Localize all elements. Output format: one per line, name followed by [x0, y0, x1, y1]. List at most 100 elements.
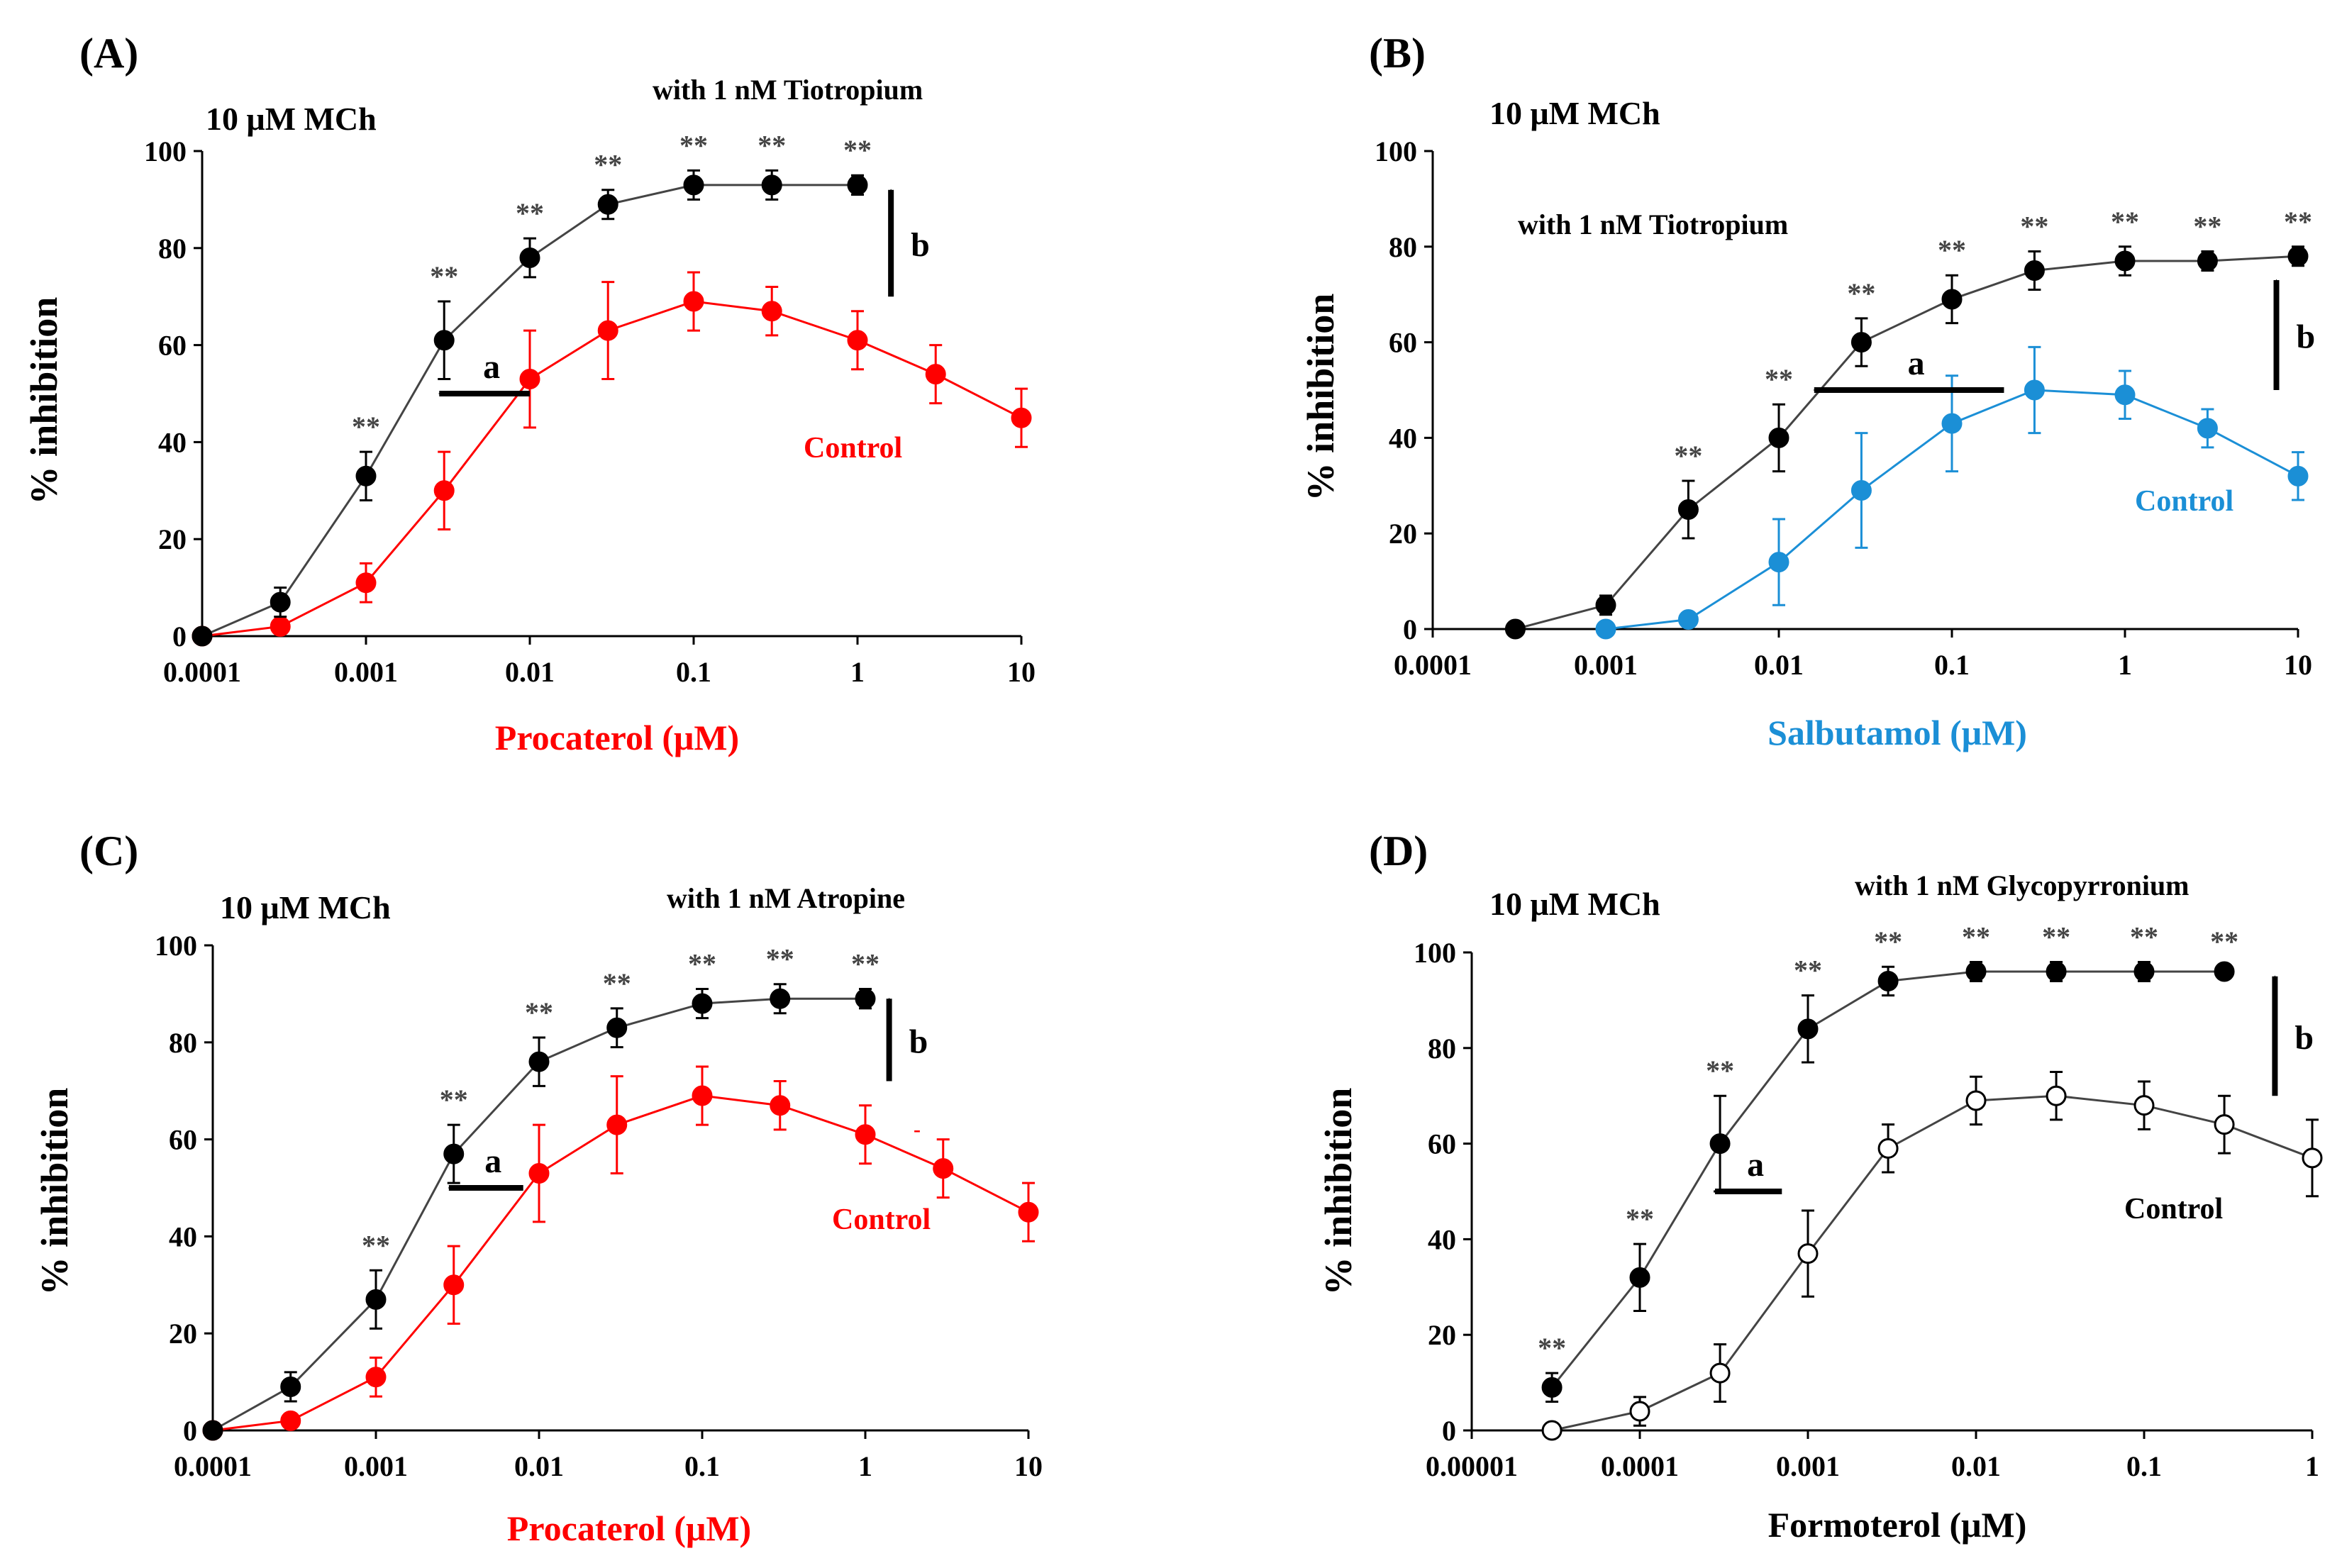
y-tick-label: 60 [1428, 1128, 1456, 1160]
significance-mark: ** [525, 996, 553, 1028]
data-point [2287, 245, 2309, 267]
significance-mark: ** [594, 149, 622, 181]
data-point [433, 480, 455, 501]
data-point [1595, 618, 1616, 640]
x-tick-label: 0.1 [676, 656, 711, 688]
significance-mark: ** [2020, 211, 2048, 243]
x-tick-label: 0.1 [684, 1450, 720, 1482]
y-tick-label: 80 [158, 233, 187, 265]
panel-d-ylabel: % inhibition [1317, 1088, 1360, 1296]
data-point [443, 1274, 465, 1296]
significance-mark: ** [1674, 440, 1702, 472]
x-tick-label: 0.0001 [163, 656, 241, 688]
data-point [355, 465, 377, 486]
data-point [2133, 1095, 2155, 1116]
data-point [2197, 250, 2218, 272]
x-tick-label: 1 [858, 1450, 872, 1482]
data-point [855, 988, 876, 1009]
x-tick-label: 0.001 [1574, 649, 1638, 681]
x-tick-label: 0.01 [514, 1450, 564, 1482]
y-tick-label: 100 [144, 135, 187, 167]
significance-mark: ** [1794, 955, 1822, 986]
significance-mark: ** [362, 1229, 390, 1261]
data-point [1018, 1201, 1039, 1223]
x-tick-label: 0.1 [1934, 649, 1970, 681]
data-point [761, 301, 782, 322]
panel-c-ylabel: % inhibition [33, 1088, 76, 1296]
panel-b-control-label: Control [2135, 485, 2233, 518]
data-point [2214, 1114, 2235, 1135]
significance-mark: ** [1706, 1055, 1734, 1086]
panel-d-plot: 0 20 40 60 80 100 0.00001 0.0001 0.001 0.01 0.1 1 **… [1414, 921, 2323, 1482]
series-treatment: ** ** ** ** ** ** ** [202, 943, 879, 1441]
arrow-a-label: a [483, 348, 500, 386]
significance-mark: ** [679, 129, 708, 161]
x-tick-label: 0.01 [1951, 1450, 2001, 1482]
data-point [1850, 480, 1872, 501]
x-tick-label: 0.0001 [1394, 649, 1472, 681]
y-tick-label: 20 [169, 1318, 197, 1350]
x-tick-label: 10 [2284, 649, 2312, 681]
y-tick-label: 40 [1428, 1223, 1456, 1255]
data-point [1011, 407, 1032, 428]
data-point [847, 174, 868, 196]
data-point [1797, 1243, 1819, 1264]
panel-d: (D) 10 μM MCh with 1 nM Glycopyrronium C… [1317, 828, 2323, 1545]
data-point [192, 625, 213, 647]
x-tick-label: 1 [850, 656, 865, 688]
data-point [1941, 413, 1963, 434]
data-point [683, 174, 704, 196]
arrow-b-label: b [909, 1023, 928, 1060]
significance-mark: ** [1765, 363, 1793, 395]
arrow-b-label: b [911, 226, 930, 264]
data-point [1677, 499, 1699, 520]
data-point [2046, 1085, 2067, 1106]
significance-mark: ** [1626, 1203, 1654, 1235]
panel-d-control-label: Control [2124, 1193, 2223, 1225]
arrow-a-label: a [1747, 1146, 1764, 1184]
significance-mark: ** [430, 260, 458, 292]
data-point [433, 330, 455, 351]
significance-mark: ** [2042, 921, 2070, 952]
panel-label-b: (B) [1369, 30, 1426, 77]
data-point [270, 591, 291, 613]
x-tick-label: 1 [2305, 1450, 2319, 1482]
arrow-a-label: a [484, 1142, 501, 1180]
y-tick-label: 40 [158, 426, 187, 458]
data-point [1797, 1018, 1819, 1040]
arrow-b-label: b [2294, 1019, 2314, 1057]
series-line [201, 300, 1022, 638]
data-point [855, 1124, 876, 1145]
series-line [1550, 970, 2225, 1389]
panel-a-title: 10 μM MCh [206, 101, 377, 137]
data-point [355, 572, 377, 594]
y-tick-label: 100 [1375, 135, 1417, 167]
data-point [847, 330, 868, 351]
data-point [1629, 1401, 1650, 1422]
series-line [212, 1094, 1029, 1432]
y-tick-label: 80 [169, 1027, 197, 1059]
y-tick-label: 40 [169, 1221, 197, 1252]
x-tick-label: 0.01 [1754, 649, 1804, 681]
significance-mark: ** [2210, 925, 2238, 957]
data-point [2024, 260, 2045, 281]
data-point [519, 247, 540, 268]
data-point [597, 320, 618, 341]
data-point [1965, 961, 1987, 982]
data-point [1768, 427, 1789, 448]
x-tick-label: 1 [2118, 649, 2132, 681]
panel-label-c: (C) [79, 828, 138, 874]
data-point [2302, 1147, 2323, 1169]
data-point [933, 1158, 954, 1179]
arrow-a-label: a [1908, 345, 1925, 382]
significance-mark: ** [2111, 206, 2139, 238]
data-point [1595, 594, 1616, 616]
y-tick-label: 100 [155, 930, 197, 962]
data-point [692, 993, 713, 1014]
data-point [2114, 384, 2136, 406]
series-control [192, 271, 1032, 647]
data-point [365, 1289, 387, 1310]
panel-c-control-label: Control [832, 1203, 931, 1236]
